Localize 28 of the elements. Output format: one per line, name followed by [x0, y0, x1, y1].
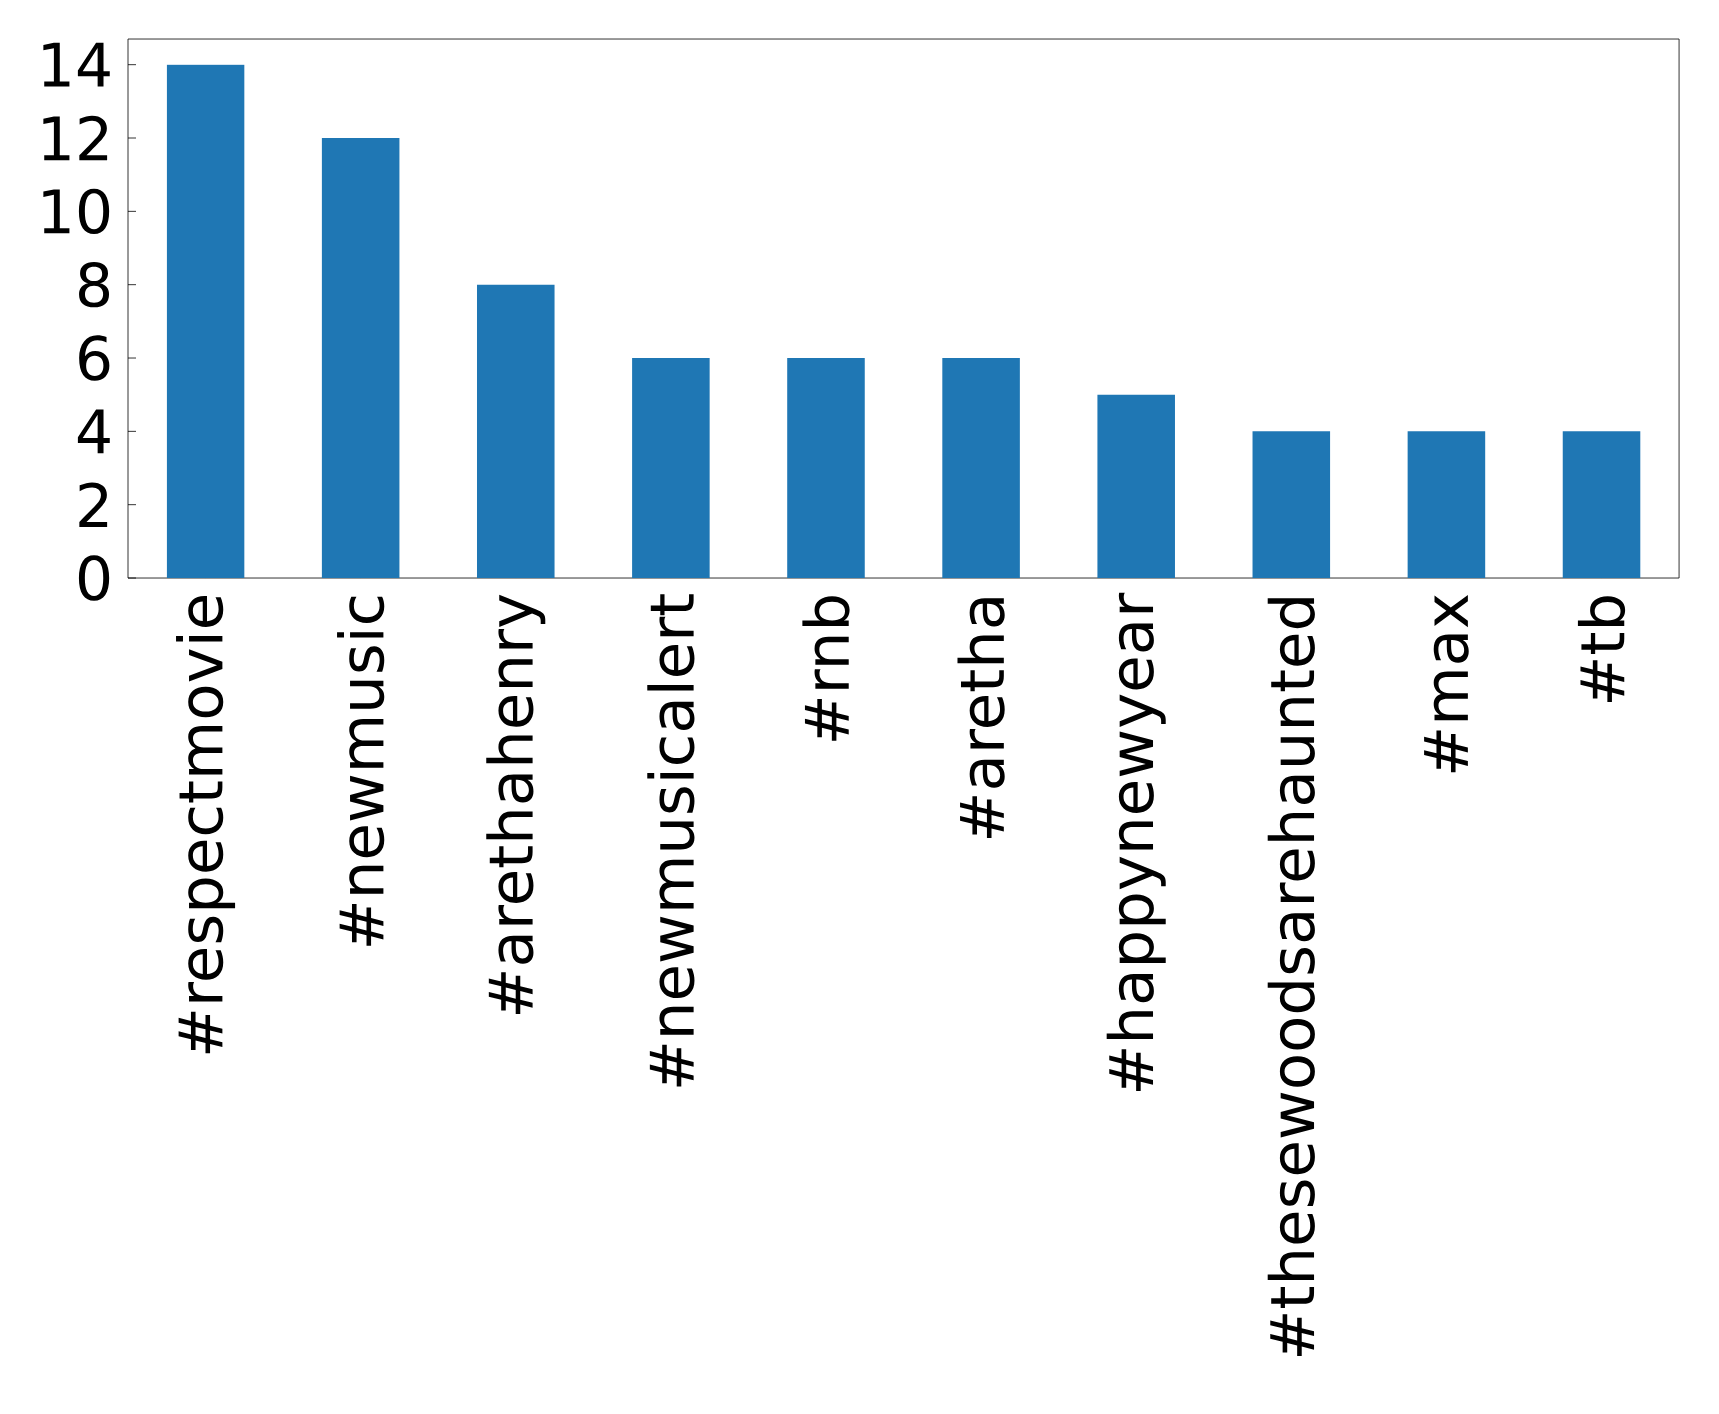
x-tick-label: #max — [1424, 594, 1469, 773]
y-tick-label: 10 — [43, 188, 110, 235]
y-tick-label: 2 — [79, 482, 108, 527]
x-tick-label: #newmusic — [337, 596, 385, 946]
bar — [942, 358, 1020, 579]
bar — [1097, 394, 1175, 579]
x-tick-label: #respectmovie — [176, 596, 236, 1054]
x-tick-label: #rnb — [802, 596, 850, 741]
bar — [476, 284, 555, 579]
y-tick-label: 0 — [78, 555, 110, 601]
bar — [1562, 431, 1641, 579]
y-tick-label: 4 — [77, 409, 110, 454]
x-tick-label: #thesewoodsarehaunted — [1267, 598, 1315, 1356]
x-tick-label: #arethahenry — [486, 594, 546, 1014]
x-tick-label: #tb — [1577, 596, 1626, 702]
bar — [1252, 431, 1331, 579]
bar — [321, 138, 400, 579]
y-tick-label: 12 — [43, 115, 108, 161]
y-tick-label: 8 — [79, 261, 110, 308]
y-tick-label: 6 — [79, 335, 110, 381]
x-tick-label: #aretha — [957, 598, 1005, 838]
x-tick-label: #newmusicalert — [647, 594, 695, 1087]
bar — [1407, 431, 1486, 579]
bar — [166, 64, 245, 579]
x-tick-label: #happynewyear — [1106, 592, 1166, 1092]
bar — [632, 358, 710, 579]
bar — [787, 358, 865, 579]
y-tick-label: 14 — [43, 42, 110, 87]
